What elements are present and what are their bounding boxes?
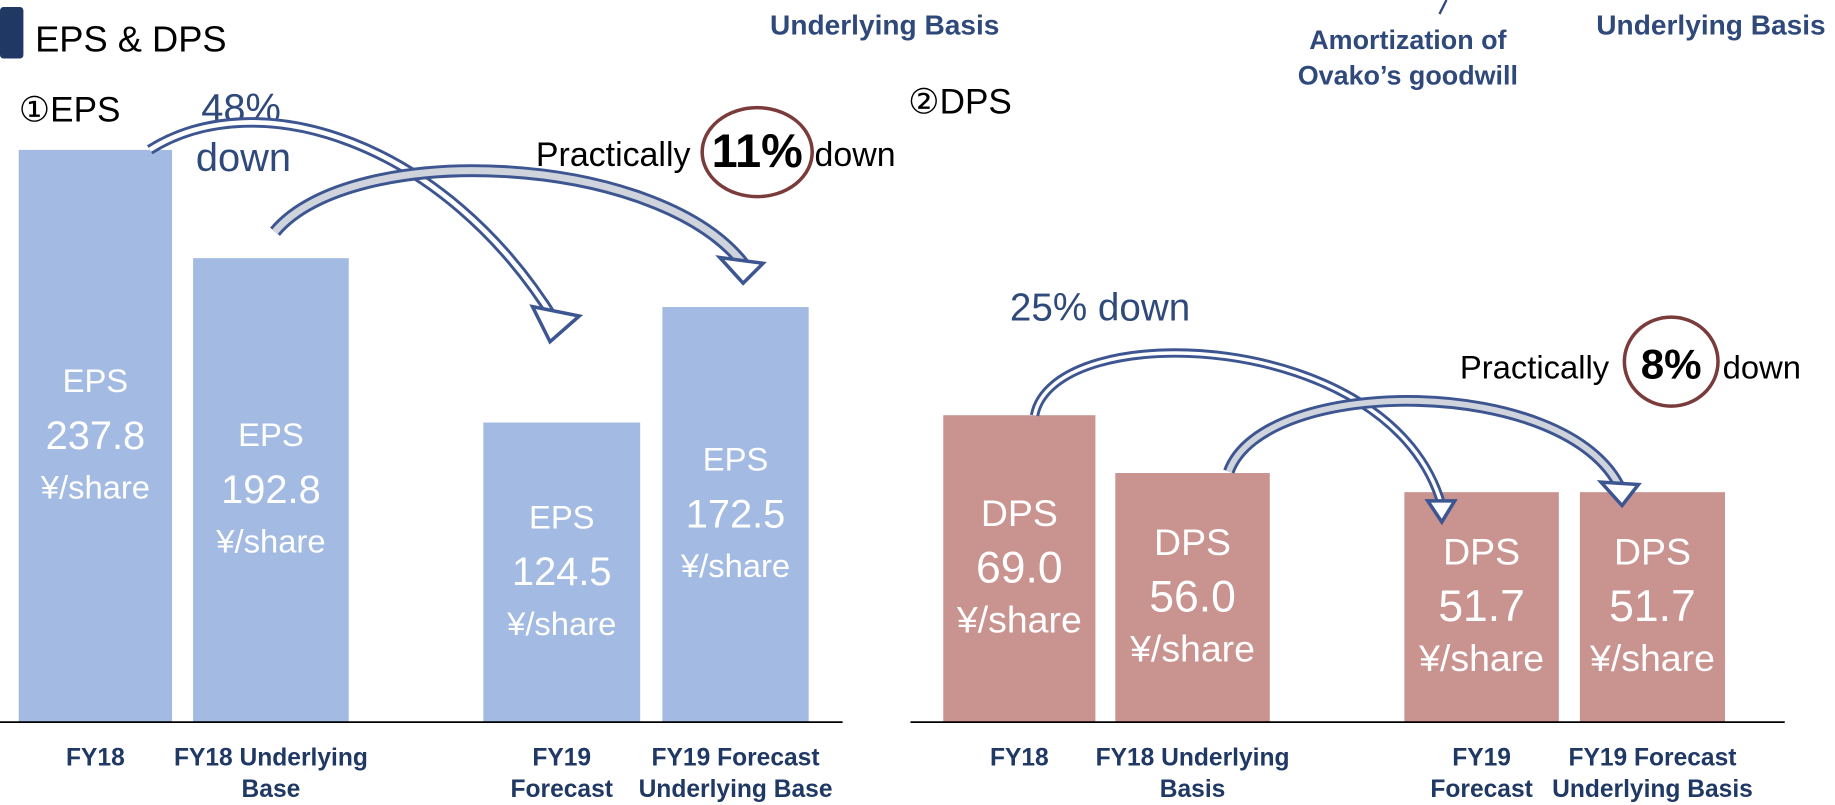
value-label: 172.5 — [686, 492, 786, 536]
bar — [1579, 492, 1726, 723]
unit-label: ¥/share — [506, 605, 616, 642]
value-label: 192.8 — [221, 468, 321, 512]
x-tick-label: FY18 Underlying Base — [173, 744, 368, 803]
bar-label: DPS — [1443, 530, 1520, 572]
bar-label: EPS — [238, 416, 304, 453]
bar — [1115, 473, 1270, 723]
annotation: down — [1723, 348, 1801, 385]
bar — [18, 149, 173, 723]
bar — [1404, 492, 1559, 723]
header-note: Underlying Basis — [770, 9, 999, 40]
header-note: Underlying Basis — [1596, 9, 1825, 40]
annotation: Practically — [1460, 348, 1610, 385]
x-tick-label: FY19 Forecast — [510, 744, 613, 803]
bar — [193, 258, 349, 723]
value-label: 56.0 — [1149, 573, 1236, 622]
value-label: 51.7 — [1438, 582, 1525, 631]
bar-label: DPS — [1614, 530, 1691, 572]
highlight-circle — [700, 105, 814, 199]
bar — [943, 415, 1096, 723]
bar-label: DPS — [1154, 521, 1231, 563]
unit-label: ¥/share — [956, 598, 1082, 640]
annotation: 25% down — [1010, 286, 1190, 329]
value-label: 124.5 — [512, 550, 612, 594]
annotation: Practically — [536, 136, 691, 174]
annotation: down — [815, 136, 896, 174]
x-tick-label: FY18 Underlying Basis — [1095, 744, 1290, 803]
unit-label: ¥/share — [1418, 637, 1544, 679]
chart-title: ①EPS — [19, 91, 121, 130]
value-label: 69.0 — [976, 544, 1063, 593]
annotation: 8% — [1641, 341, 1702, 388]
x-tick-label: FY19 Forecast Underlying Basis — [1552, 744, 1753, 803]
value-label: 237.8 — [46, 414, 146, 458]
x-tick-label: FY19 Forecast — [1430, 744, 1533, 803]
x-tick-label: FY18 — [65, 744, 125, 772]
x-tick-label: FY18 — [989, 744, 1049, 772]
unit-label: ¥/share — [680, 547, 790, 584]
unit-label: ¥/share — [215, 523, 325, 560]
unit-label: ¥/share — [40, 468, 150, 505]
bar — [662, 307, 809, 723]
highlight-circle — [1622, 315, 1720, 408]
header-note: Ovako’s goodwill — [1298, 60, 1518, 90]
unit-label: ¥/share — [1589, 637, 1715, 679]
bar-label: EPS — [63, 362, 129, 399]
bar-label: DPS — [981, 492, 1058, 534]
chart-title: ②DPS — [908, 82, 1012, 121]
annotation: down — [196, 136, 291, 180]
pointer — [1438, 0, 1448, 15]
x-tick-label: FY19 Forecast Underlying Base — [638, 744, 833, 803]
bar — [483, 422, 641, 723]
slide-title: EPS & DPS — [35, 19, 226, 60]
bar-label: EPS — [703, 441, 769, 478]
bar-label: EPS — [529, 498, 595, 535]
unit-label: ¥/share — [1129, 627, 1255, 669]
annotation: 11% — [712, 125, 803, 177]
title-marker — [0, 7, 24, 59]
value-label: 51.7 — [1609, 582, 1696, 631]
header-note: Amortization of — [1309, 25, 1507, 55]
